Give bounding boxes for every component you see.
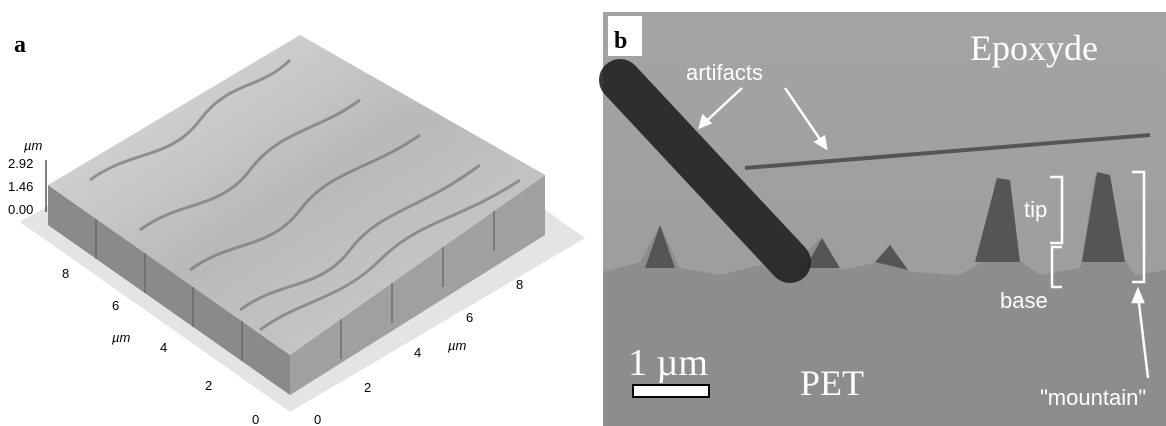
z-tick-label: 2.92 bbox=[8, 156, 33, 171]
surface bbox=[48, 35, 545, 355]
right-tick-label: 6 bbox=[466, 310, 473, 325]
right-tick-label: 2 bbox=[364, 380, 371, 395]
right-unit: µm bbox=[448, 338, 466, 353]
right-tick-label: 8 bbox=[516, 277, 523, 292]
left-tick-label: 2 bbox=[205, 378, 212, 393]
left-tick-label: 0 bbox=[252, 412, 259, 426]
z-tick-label: 0.00 bbox=[8, 202, 33, 217]
region-label: Epoxyde bbox=[970, 28, 1098, 68]
panel-label: b bbox=[614, 28, 627, 54]
right-tick-label: 4 bbox=[414, 345, 421, 360]
right-tick-label: 0 bbox=[314, 412, 321, 426]
left-unit: µm bbox=[112, 330, 130, 345]
left-tick-label: 4 bbox=[160, 340, 167, 355]
panel-label: a bbox=[14, 32, 26, 58]
left-tick-label: 6 bbox=[112, 298, 119, 313]
z-unit: µm bbox=[24, 138, 42, 153]
annotation: base bbox=[1000, 288, 1048, 313]
z-tick-label: 1.46 bbox=[8, 179, 33, 194]
panel-b: b Epoxyde artifacts tip base "mountain" … bbox=[603, 12, 1166, 426]
annotation: "mountain" bbox=[1040, 385, 1146, 410]
panel-a: a µm 2.92 1.46 0.00 8 6 4 2 0 µm 0 2 4 6… bbox=[8, 32, 585, 426]
scale-bar bbox=[633, 385, 709, 397]
figure: a µm 2.92 1.46 0.00 8 6 4 2 0 µm 0 2 4 6… bbox=[0, 0, 1166, 426]
scale-label: 1 µm bbox=[628, 342, 708, 384]
left-tick-label: 8 bbox=[62, 266, 69, 281]
region-label: PET bbox=[800, 363, 864, 403]
annotation: artifacts bbox=[686, 60, 763, 85]
annotation: tip bbox=[1024, 197, 1047, 222]
